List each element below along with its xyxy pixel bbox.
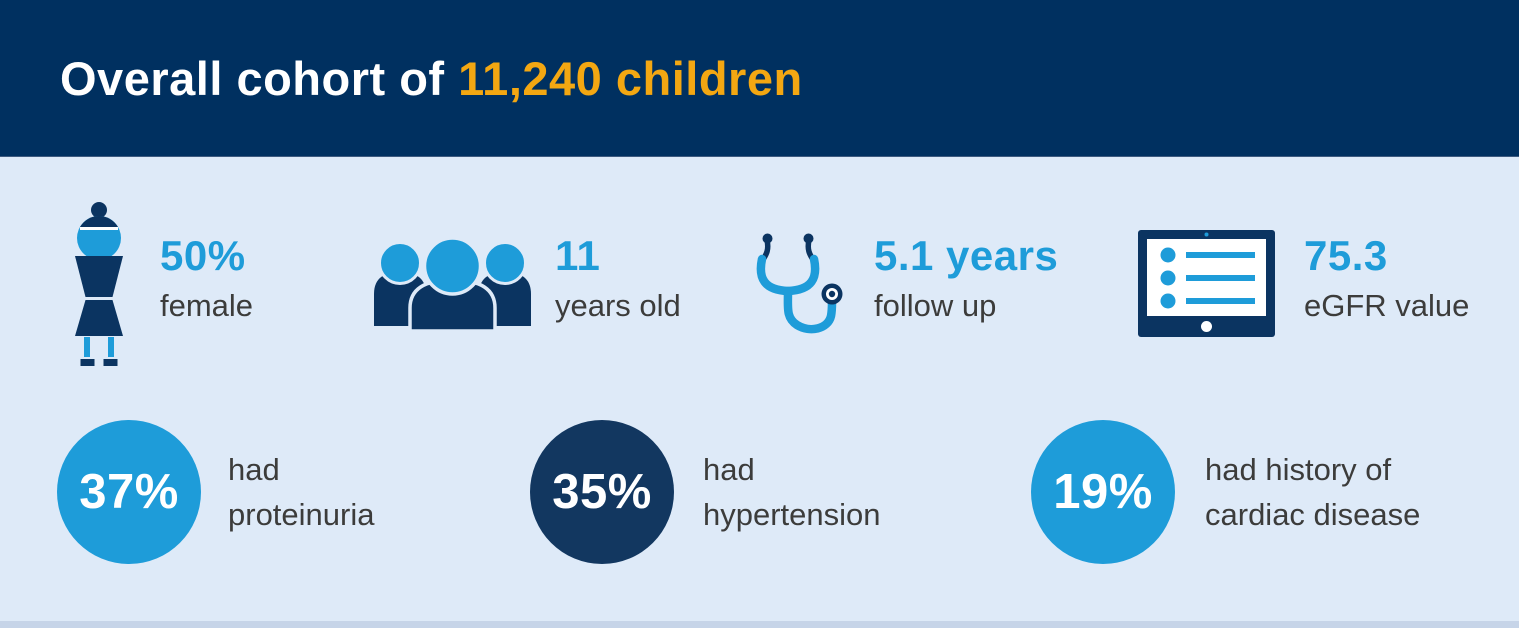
stat-age-label: years old	[555, 288, 681, 323]
finding-proteinuria-label-line2: proteinuria	[228, 497, 375, 532]
finding-circle-hypertension: 35%	[530, 420, 674, 564]
stat-female-value: 50%	[160, 232, 246, 279]
finding-proteinuria-value: 37%	[79, 465, 179, 519]
finding-circle-cardiac: 19%	[1031, 420, 1175, 564]
finding-hypertension-label-line1: had	[703, 452, 755, 487]
finding-proteinuria-label-line1: had	[228, 452, 280, 487]
stat-age-value: 11	[555, 232, 601, 279]
finding-hypertension-label-line2: hypertension	[703, 497, 881, 532]
stat-female-label: female	[160, 288, 254, 323]
finding-cardiac-value: 19%	[1053, 465, 1153, 519]
finding-hypertension-value: 35%	[552, 465, 652, 519]
bottom-border	[0, 621, 1519, 628]
stat-egfr-label: eGFR value	[1304, 288, 1470, 323]
page-title: Overall cohort of 11,240 children	[60, 51, 803, 106]
stat-female: 50% female	[160, 234, 253, 324]
people-group-icon	[374, 238, 531, 332]
title-prefix: Overall cohort of	[60, 51, 459, 105]
stat-egfr-value: 75.3	[1304, 232, 1388, 279]
stat-followup: 5.1 years follow up	[874, 234, 1058, 324]
finding-circle-proteinuria: 37%	[57, 420, 201, 564]
stat-followup-label: follow up	[874, 288, 997, 323]
finding-cardiac-label-line2: cardiac disease	[1205, 497, 1421, 532]
title-highlight: 11,240 children	[458, 51, 803, 105]
header-banner: Overall cohort of 11,240 children	[0, 0, 1519, 157]
finding-cardiac-label: had history of cardiac disease	[1205, 447, 1420, 537]
finding-hypertension-label: had hypertension	[703, 447, 881, 537]
finding-cardiac-label-line1: had history of	[1205, 452, 1392, 487]
stat-egfr: 75.3 eGFR value	[1304, 234, 1469, 324]
stat-followup-value: 5.1 years	[874, 232, 1059, 279]
female-icon	[75, 202, 123, 366]
stethoscope-icon	[756, 233, 843, 334]
finding-proteinuria-label: had proteinuria	[228, 447, 374, 537]
tablet-checklist-icon	[1138, 230, 1275, 337]
stat-age: 11 years old	[555, 234, 681, 324]
